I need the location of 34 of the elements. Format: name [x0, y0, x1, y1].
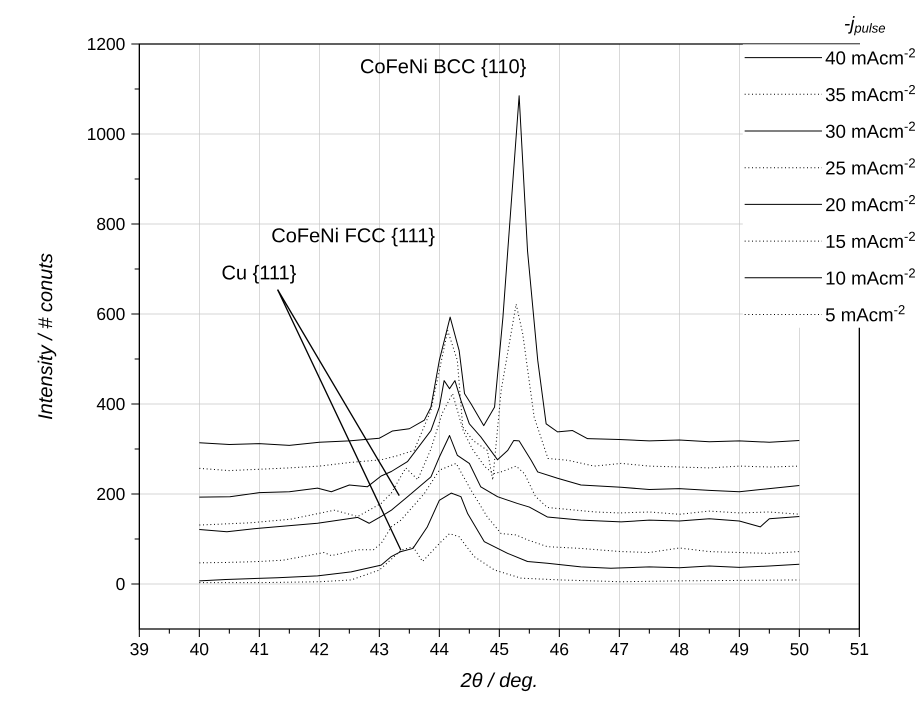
y-tick-label: 1000	[88, 128, 125, 140]
annotation: CoFeNi BCC {110}	[361, 58, 526, 78]
legend-label: 10 mAcm$^{-2}$	[826, 268, 915, 285]
annotation: CoFeNi FCC {111}	[272, 228, 435, 246]
x-tick-label: 41	[250, 643, 268, 655]
x-tick-label: 51	[850, 643, 868, 656]
x-tick-label: 50	[790, 643, 808, 656]
y-tick-label: 800	[97, 218, 125, 230]
x-tick-label: 47	[610, 643, 628, 655]
x-tick-label: 49	[730, 643, 748, 656]
y-tick-label: 200	[97, 488, 125, 500]
legend-label: 20 mAcm$^{-2}$	[826, 195, 915, 212]
x-tick-label: 40	[190, 643, 208, 656]
annotation: Cu {111}	[222, 264, 296, 284]
x-tick-label: 46	[550, 643, 568, 656]
y-tick-label: 600	[97, 308, 125, 320]
x-tick-label: 39	[130, 643, 148, 656]
y-tick-label: 1200	[88, 38, 125, 50]
legend-label: 30 mAcm$^{-2}$	[826, 122, 915, 138]
y-tick-label: 400	[96, 398, 125, 410]
legend-label: 5 mAcm$^{-2}$	[826, 305, 905, 322]
x-tick-label: 44	[430, 643, 448, 655]
legend-label: 25 mAcm$^{-2}$	[826, 158, 915, 175]
y-axis-title: Intensity / # conuts	[38, 254, 56, 420]
x-tick-label: 43	[370, 643, 388, 656]
legend-label: 40 mAcm$^{-2}$	[826, 48, 915, 65]
x-tick-label: 42	[310, 643, 328, 656]
y-tick-label: 0	[116, 578, 125, 590]
x-tick-label: 48	[670, 643, 688, 656]
legend-label: 15 mAcm$^{-2}$	[826, 232, 915, 248]
x-axis-title: 2θ / deg.	[460, 672, 536, 692]
legend-title: -j$_{pulse}$	[844, 16, 886, 36]
x-tick-label: 45	[490, 643, 508, 656]
legend-label: 35 mAcm$^{-2}$	[826, 84, 915, 102]
